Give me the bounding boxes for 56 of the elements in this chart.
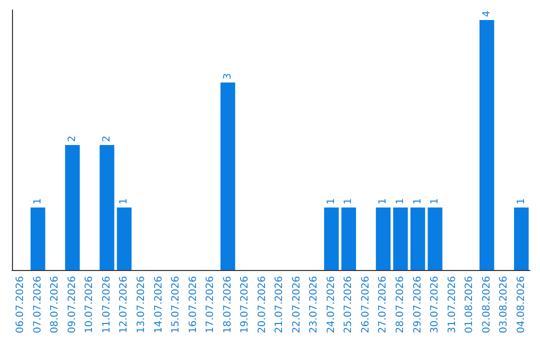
x-tick-label: 15.07.2026	[170, 276, 182, 334]
bar	[220, 82, 236, 270]
x-tick-label: 29.07.2026	[412, 276, 424, 334]
data-label: 1	[118, 198, 130, 204]
bar	[514, 208, 529, 270]
data-label: 3	[222, 73, 234, 80]
x-tick-label: 04.08.2026	[516, 276, 527, 334]
x-tick-label: 09.07.2026	[66, 276, 78, 334]
data-label: 1	[412, 198, 424, 204]
x-tick-label: 31.07.2026	[446, 276, 458, 334]
data-label: 2	[66, 136, 78, 142]
x-tick-label: 12.07.2026	[118, 276, 130, 334]
x-tick-label: 03.08.2026	[498, 276, 510, 334]
bar	[410, 208, 426, 270]
bar	[100, 145, 114, 270]
x-tick-label: 21.07.2026	[274, 276, 286, 334]
bar	[376, 208, 391, 270]
data-label: 1	[326, 198, 337, 204]
data-label: 1	[395, 198, 406, 204]
bar	[428, 208, 442, 270]
x-tick-label: 28.07.2026	[395, 276, 406, 334]
x-tick-label: 06.07.2026	[15, 276, 26, 334]
bar	[324, 208, 339, 270]
x-tick-label: 24.07.2026	[326, 276, 337, 334]
x-tick-label: 01.08.2026	[464, 276, 476, 334]
x-tick-label: 27.07.2026	[378, 276, 389, 334]
bar	[65, 145, 80, 270]
bar	[479, 20, 494, 270]
x-tick-label: 10.07.2026	[84, 276, 96, 334]
bar	[116, 208, 132, 270]
x-tick-label: 20.07.2026	[256, 276, 268, 334]
x-tick-label: 08.07.2026	[50, 276, 61, 334]
x-tick-label: 16.07.2026	[188, 276, 199, 334]
x-tick-label: 23.07.2026	[308, 276, 320, 334]
x-tick-label: 30.07.2026	[430, 276, 441, 334]
x-tick-label: 17.07.2026	[205, 276, 216, 334]
x-tick-label: 02.08.2026	[481, 276, 492, 334]
data-label: 1	[430, 198, 441, 204]
data-label: 1	[343, 198, 354, 204]
x-tick-label: 25.07.2026	[343, 276, 354, 334]
data-label: 1	[378, 198, 389, 204]
data-label: 2	[101, 136, 112, 142]
x-tick-label: 11.07.2026	[101, 276, 112, 334]
x-tick-label: 26.07.2026	[360, 276, 372, 334]
x-tick-label: 14.07.2026	[153, 276, 164, 334]
data-label: 1	[516, 198, 527, 204]
x-tick-label: 22.07.2026	[291, 276, 302, 334]
data-label: 1	[32, 198, 44, 204]
bar	[393, 208, 408, 270]
x-tick-label: 19.07.2026	[240, 276, 251, 334]
x-tick-label: 18.07.2026	[222, 276, 234, 334]
bar	[341, 208, 356, 270]
data-label: 4	[481, 10, 492, 17]
bar	[30, 208, 46, 270]
x-tick-label: 13.07.2026	[136, 276, 147, 334]
x-tick-label: 07.07.2026	[32, 276, 44, 334]
